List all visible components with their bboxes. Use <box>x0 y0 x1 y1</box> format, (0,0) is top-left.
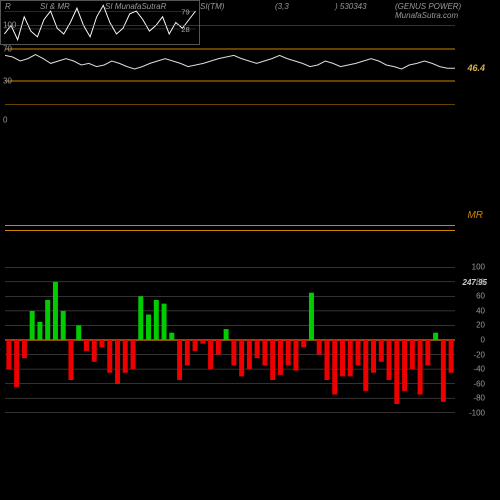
bar-y-label: 80 <box>476 277 485 286</box>
bar-y-label: 0 <box>481 336 485 345</box>
rsi-current-value: 46.4 <box>467 63 485 73</box>
bar-y-label: -40 <box>473 365 485 374</box>
header-text: SI & MR <box>40 2 70 11</box>
mr-grid-line <box>5 230 455 231</box>
rsi-line-chart <box>5 25 455 105</box>
mr-grid-line <box>5 225 455 226</box>
bar-y-label: 60 <box>476 292 485 301</box>
rsi-y-label: 70 <box>3 45 12 54</box>
bar-chart-panel: 247.95 100806040200-20-40-60-80-100 <box>5 260 455 420</box>
header-text: (3,3 <box>275 2 289 11</box>
bar-y-label: -60 <box>473 379 485 388</box>
bar-chart <box>5 260 455 420</box>
bar-y-label: 40 <box>476 306 485 315</box>
rsi-y-label: 30 <box>3 77 12 86</box>
header-text: R <box>5 2 11 11</box>
rsi-y-label: 100 <box>3 21 16 30</box>
bar-y-label: -80 <box>473 394 485 403</box>
chart-header: R SI & MR SI MunafaSutraR SI(TM) (3,3 ) 53034… <box>0 2 500 17</box>
header-text: ) 530343 <box>335 2 367 11</box>
bar-y-label: 20 <box>476 321 485 330</box>
header-text: SI(TM) <box>200 2 224 11</box>
mr-label: MR <box>467 210 483 221</box>
header-text: (GENUS POWER) MunafaSutra.com <box>395 2 500 20</box>
bar-y-label: -20 <box>473 350 485 359</box>
bar-y-label: -100 <box>469 408 485 417</box>
bar-y-label: 100 <box>472 263 485 272</box>
rsi-chart-panel: 46.4 0 3070100 <box>5 25 455 105</box>
mr-panel: MR <box>5 110 455 230</box>
header-text: SI MunafaSutraR <box>105 2 166 11</box>
